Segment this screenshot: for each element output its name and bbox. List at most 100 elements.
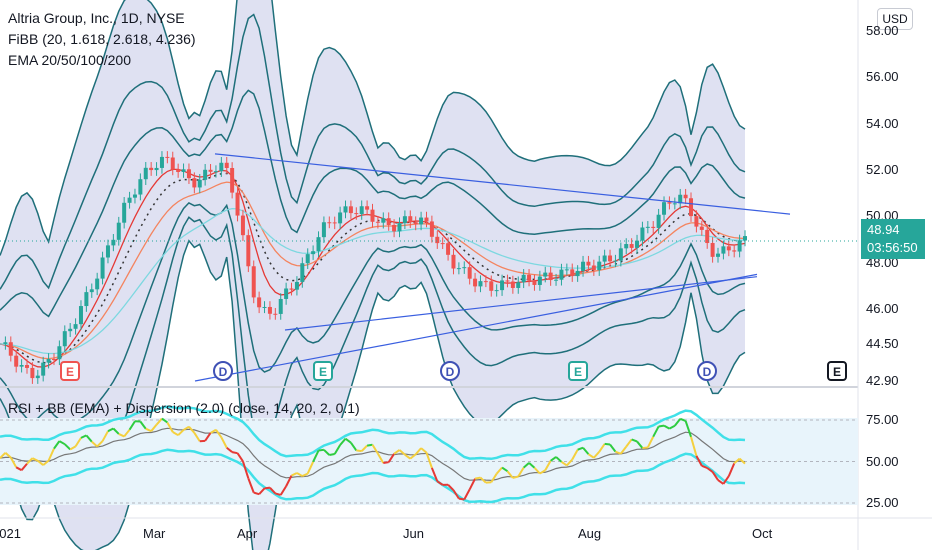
rsi-segment (344, 437, 352, 444)
rsi-segment (539, 469, 546, 475)
candle-body (68, 328, 73, 332)
candle-body (138, 179, 143, 195)
rsi-segment (458, 497, 465, 501)
candle-body (192, 178, 197, 188)
rsi-segment (706, 467, 714, 473)
candle-body (305, 254, 310, 264)
rsi-segment (37, 459, 44, 466)
rsi-segment (74, 437, 82, 447)
earnings-event-marker[interactable]: E (568, 361, 588, 381)
earnings-event-marker[interactable]: E (827, 361, 847, 381)
rsi-segment (101, 430, 109, 442)
fibb-lower-band-0 (0, 239, 746, 550)
main-pane (0, 0, 858, 550)
rsi-segment (339, 438, 347, 446)
rsi-segment (668, 424, 676, 430)
candle-body (602, 255, 607, 262)
dividend-event-marker[interactable]: D (697, 361, 717, 381)
candle-body (143, 167, 148, 180)
candle-body (35, 375, 40, 379)
candle-body (321, 222, 326, 238)
candle-body (246, 235, 251, 267)
earnings-event-marker[interactable]: E (313, 361, 333, 381)
rsi-segment (42, 459, 50, 466)
candle-body (408, 216, 413, 223)
rsi-segment (663, 424, 670, 430)
dividend-event-marker[interactable]: D (213, 361, 233, 381)
rsi-segment (323, 449, 331, 456)
dividend-event-marker[interactable]: D (440, 361, 460, 381)
currency-button[interactable]: USD (877, 8, 913, 30)
candle-body (370, 209, 375, 222)
rsi-segment (452, 489, 460, 500)
candle-body (667, 202, 672, 204)
rsi-segment (264, 486, 271, 490)
rsi-segment (215, 429, 223, 438)
rsi-segment (560, 460, 568, 467)
rsi-segment (296, 472, 303, 477)
candle-body (294, 281, 299, 290)
time-tick-label: Jun (403, 526, 424, 541)
candle-body (154, 167, 159, 171)
rsi-segment (91, 440, 98, 448)
candle-body (527, 274, 532, 281)
candle-body (62, 331, 67, 347)
rsi-segment (383, 461, 389, 464)
trend-line-lower (194, 273, 758, 382)
rsi-tick-label: 75.00 (866, 412, 899, 427)
candle-body (208, 169, 213, 172)
candle-body (89, 289, 94, 293)
candle-body (159, 156, 164, 168)
candle-body (359, 206, 364, 215)
fibb-indicator-label[interactable]: FiBB (20, 1.618, 2.618, 4.236) (8, 31, 196, 47)
rsi-segment (387, 453, 395, 463)
candle-body (651, 226, 656, 228)
rsi-segment (193, 432, 201, 442)
rsi-segment (652, 425, 660, 438)
symbol-title[interactable]: Altria Group, Inc., 1D, NYSE (8, 10, 185, 26)
candle-body (591, 265, 596, 271)
candle-body (440, 243, 445, 245)
rsi-segment (393, 449, 401, 455)
candle-body (375, 221, 380, 223)
candle-body (181, 169, 186, 173)
candle-body (662, 202, 667, 215)
candle-body (348, 206, 353, 214)
rsi-indicator-label[interactable]: RSI + BB (EMA) + Dispersion (2.0) (close… (8, 400, 360, 416)
rsi-segment (0, 452, 7, 459)
rsi-segment (571, 449, 579, 461)
candle-body (273, 313, 278, 315)
rsi-segment (409, 453, 417, 460)
earnings-event-marker[interactable]: E (60, 361, 80, 381)
rsi-segment (690, 436, 698, 457)
rsi-segment (285, 475, 293, 487)
candle-body (316, 237, 321, 252)
candle-body (300, 263, 305, 282)
rsi-segment (269, 486, 277, 495)
last-price-value: 48.94 (867, 222, 900, 237)
rsi-segment (85, 434, 93, 443)
rsi-segment (258, 487, 266, 495)
candle-body (392, 224, 397, 232)
candle-body (710, 243, 715, 257)
candle-body (586, 261, 591, 266)
candle-body (672, 203, 677, 205)
candle-body (402, 216, 407, 224)
candle-body (73, 324, 78, 329)
candle-body (343, 206, 348, 213)
rsi-tick-label: 50.00 (866, 453, 899, 469)
candle-body (24, 365, 29, 368)
candle-body (446, 243, 451, 255)
ema-indicator-label[interactable]: EMA 20/50/100/200 (8, 52, 131, 68)
candle-body (575, 270, 580, 277)
rsi-segment (155, 417, 163, 426)
candle-body (478, 281, 483, 287)
rsi-segment (620, 445, 628, 455)
rsi-segment (20, 463, 28, 471)
rsi-segment (9, 456, 18, 468)
candle-body (219, 162, 224, 172)
candle-body (543, 272, 548, 277)
candle-body (381, 218, 386, 223)
rsi-segment (544, 460, 552, 471)
